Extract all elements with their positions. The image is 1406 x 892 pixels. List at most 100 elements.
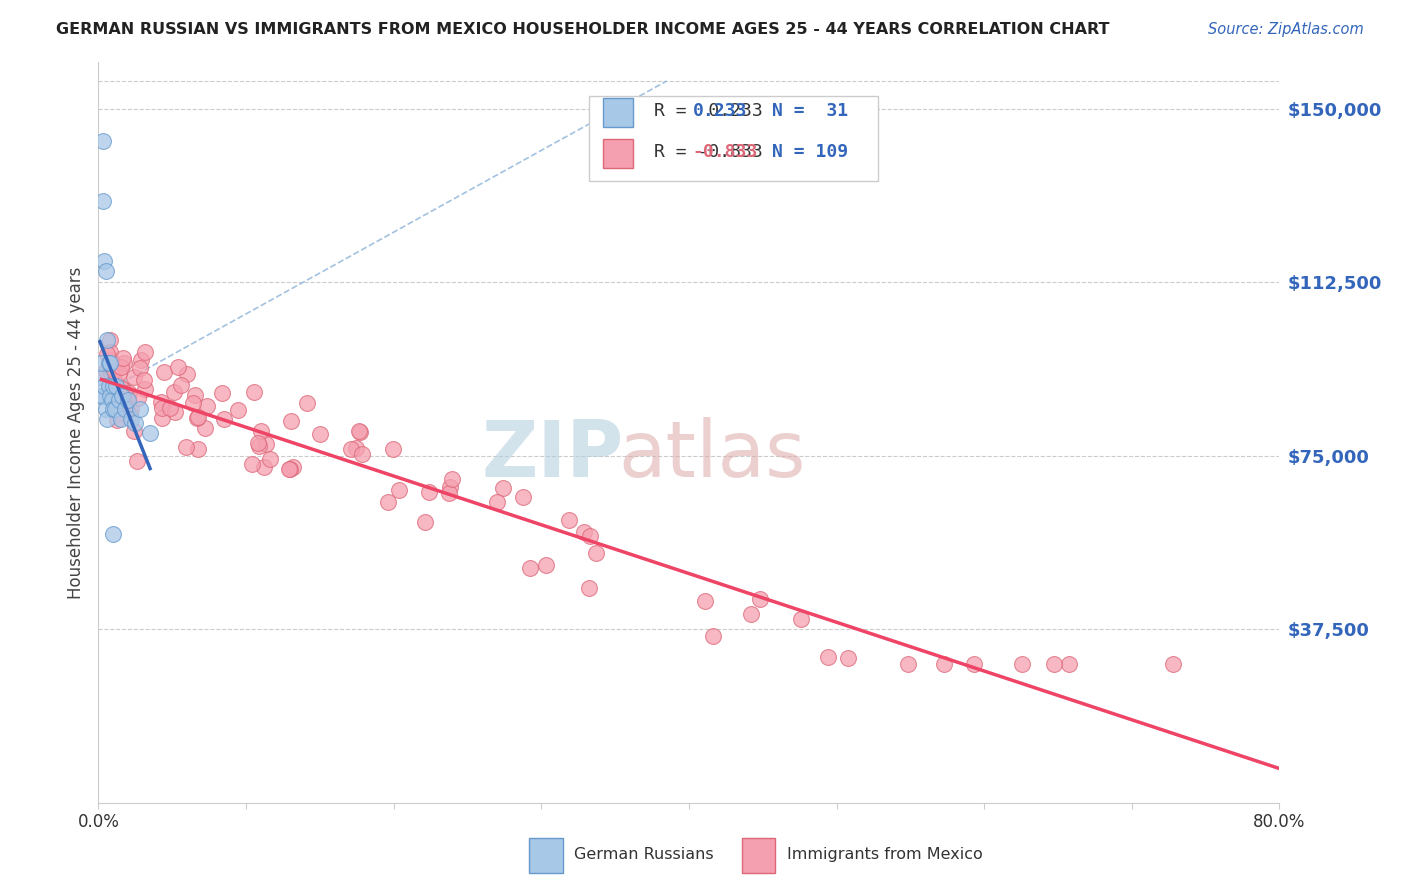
Point xyxy=(1059,657,1081,671)
Point xyxy=(740,607,762,622)
Point xyxy=(104,402,127,417)
Point xyxy=(96,333,118,347)
Point xyxy=(122,370,145,384)
Point xyxy=(194,420,217,434)
Point xyxy=(183,387,205,401)
Point xyxy=(105,379,128,393)
Point xyxy=(1011,657,1033,671)
Point xyxy=(93,254,115,268)
Point xyxy=(117,390,139,404)
Point xyxy=(259,452,281,467)
Text: GERMAN RUSSIAN VS IMMIGRANTS FROM MEXICO HOUSEHOLDER INCOME AGES 25 - 44 YEARS C: GERMAN RUSSIAN VS IMMIGRANTS FROM MEXICO… xyxy=(56,22,1109,37)
Point xyxy=(100,353,122,368)
Point xyxy=(103,363,125,377)
Point xyxy=(150,401,173,416)
Point xyxy=(388,483,411,497)
Point xyxy=(163,385,186,400)
Point xyxy=(166,359,188,374)
Point xyxy=(112,356,135,370)
Y-axis label: Householder Income Ages 25 - 44 years: Householder Income Ages 25 - 44 years xyxy=(66,267,84,599)
Point xyxy=(134,345,156,359)
Point xyxy=(108,366,131,380)
Point xyxy=(492,481,515,495)
Point xyxy=(96,369,118,384)
Point xyxy=(110,359,132,374)
Point xyxy=(118,385,141,400)
Point xyxy=(105,413,128,427)
Point xyxy=(100,367,122,381)
Point xyxy=(195,399,218,413)
Point xyxy=(381,442,404,457)
Point xyxy=(131,352,153,367)
Point xyxy=(440,472,463,486)
Point xyxy=(585,546,607,560)
Point xyxy=(110,411,132,425)
Point xyxy=(250,425,273,439)
Point xyxy=(349,425,371,440)
Point xyxy=(124,417,146,431)
Bar xyxy=(603,139,634,169)
Point xyxy=(1043,657,1066,671)
Point xyxy=(181,396,204,410)
Text: R =  0.233: R = 0.233 xyxy=(654,102,762,120)
Point xyxy=(112,382,135,396)
Point xyxy=(934,657,956,671)
Point xyxy=(129,360,152,375)
Point xyxy=(134,383,156,397)
Text: 0.233: 0.233 xyxy=(693,102,747,120)
Point xyxy=(150,411,173,425)
Point xyxy=(439,480,461,494)
Point xyxy=(153,365,176,379)
Point xyxy=(512,490,534,504)
Point xyxy=(120,408,142,422)
Point xyxy=(103,402,125,417)
Point xyxy=(309,427,332,442)
Point xyxy=(149,394,172,409)
Point xyxy=(112,351,135,365)
Point xyxy=(789,612,811,626)
Text: N = 109: N = 109 xyxy=(772,143,848,161)
Point xyxy=(100,384,122,398)
Point xyxy=(111,388,134,402)
Point xyxy=(253,459,276,474)
Point xyxy=(139,425,162,440)
Point xyxy=(127,454,149,468)
Point xyxy=(120,402,142,417)
Point xyxy=(90,356,112,370)
Text: German Russians: German Russians xyxy=(575,847,714,863)
Bar xyxy=(742,838,775,873)
Point xyxy=(100,393,122,408)
Point xyxy=(120,411,142,425)
Point xyxy=(277,462,299,476)
Point xyxy=(187,442,209,457)
Point xyxy=(339,442,361,457)
Point xyxy=(174,440,197,454)
Point xyxy=(91,388,114,402)
Point xyxy=(170,377,193,392)
Text: -0.833: -0.833 xyxy=(693,143,758,161)
Point xyxy=(127,392,149,406)
Point xyxy=(240,457,263,471)
Point xyxy=(281,460,304,475)
Text: Source: ZipAtlas.com: Source: ZipAtlas.com xyxy=(1208,22,1364,37)
Point xyxy=(295,396,318,410)
Point xyxy=(574,524,596,539)
Point xyxy=(186,411,208,425)
Point xyxy=(128,402,150,417)
Point xyxy=(124,425,146,439)
Point xyxy=(108,393,131,408)
Point xyxy=(100,333,122,347)
Point xyxy=(98,388,121,402)
Point xyxy=(97,356,120,370)
Text: atlas: atlas xyxy=(619,417,806,493)
Point xyxy=(96,347,118,361)
Text: R = -0.833: R = -0.833 xyxy=(654,143,762,161)
Point xyxy=(897,657,920,671)
Point xyxy=(91,134,114,148)
Point xyxy=(97,379,120,393)
Point xyxy=(98,345,121,359)
Point xyxy=(90,388,112,402)
Point xyxy=(103,379,125,393)
Point xyxy=(112,385,135,400)
Point xyxy=(558,513,581,527)
